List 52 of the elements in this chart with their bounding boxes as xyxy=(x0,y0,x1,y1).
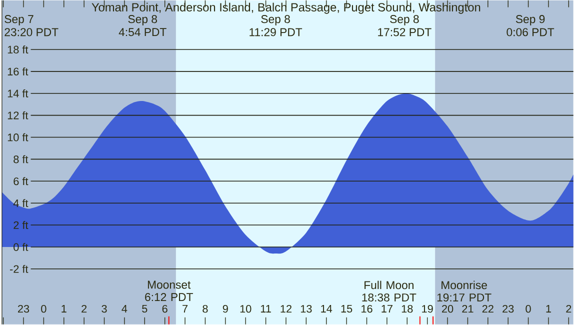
x-tick-label: 22 xyxy=(482,305,494,313)
x-tick-label: 4 xyxy=(122,305,128,313)
x-tick-label: 0 xyxy=(41,305,46,313)
x-tick-label: 13 xyxy=(300,305,312,313)
annotation: 23:20 PDT xyxy=(4,28,58,36)
x-tick-label: 9 xyxy=(222,305,228,313)
annotation: Sep 8 xyxy=(390,15,419,26)
x-tick-label: 20 xyxy=(442,305,454,313)
x-tick-label: 14 xyxy=(321,305,332,313)
x-tick-label: 8 xyxy=(202,305,208,313)
annotation: 17:52 PDT xyxy=(378,28,432,36)
x-tick-label: 16 xyxy=(362,305,372,313)
x-tick-label: 6 xyxy=(162,305,168,313)
x-tick-label: 23 xyxy=(18,305,30,313)
x-tick-label: 23 xyxy=(502,305,514,313)
y-tick-label: -2 ft xyxy=(10,265,28,273)
x-tick-label: 10 xyxy=(240,305,252,313)
ref-line-label: Moonrise 19:17 PDT xyxy=(437,280,492,302)
annotation: Sep 9 xyxy=(516,15,545,26)
chart-title: Yoman Point, Anderson Island, Balch Passage, Puget Sound, Washington xyxy=(92,2,480,14)
x-tick-label: 2 xyxy=(566,305,572,313)
x-tick-label: 0 xyxy=(526,305,531,313)
x-tick-label: 19 xyxy=(422,305,433,313)
annotation: Sep 8 xyxy=(261,15,290,26)
x-tick-label: 1 xyxy=(546,305,551,313)
x-tick-label: 17 xyxy=(382,305,392,313)
annotation: Sep 7 xyxy=(4,15,34,26)
y-tick-label: 16 ft xyxy=(8,68,28,76)
annotation: 0:06 PDT xyxy=(506,28,554,36)
x-tick-label: 7 xyxy=(182,305,188,313)
x-tick-label: 15 xyxy=(341,305,352,313)
y-tick-label: 14 ft xyxy=(8,89,28,98)
x-tick-label: 18 xyxy=(402,305,413,313)
x-tick-label: 3 xyxy=(102,305,107,313)
y-tick-label: 10 ft xyxy=(8,133,28,142)
y-tick-label: 18 ft xyxy=(8,46,28,54)
annotation: 11:29 PDT xyxy=(250,28,302,36)
x-tick-label: 5 xyxy=(142,305,148,313)
y-tick-label: 6 ft xyxy=(14,177,28,186)
x-tick-label: 21 xyxy=(462,305,474,313)
x-tick-label: 2 xyxy=(82,305,87,313)
annotation: 4:54 PDT xyxy=(118,28,166,36)
y-tick-label: 4 ft xyxy=(13,199,28,208)
x-tick-label: 1 xyxy=(62,305,66,313)
y-tick-label: 2 ft xyxy=(14,221,28,230)
x-tick-label: 12 xyxy=(280,305,292,313)
y-tick-label: 12 ft xyxy=(8,111,28,120)
annotation: Sep 8 xyxy=(128,15,157,26)
ref-line-label: Full Moon 18:38 PDT xyxy=(362,280,416,302)
ref-line-label: Moonset 6:12 PDT xyxy=(145,280,193,302)
x-tick-label: 11 xyxy=(260,305,271,313)
y-tick-label: 8 ft xyxy=(14,155,28,164)
